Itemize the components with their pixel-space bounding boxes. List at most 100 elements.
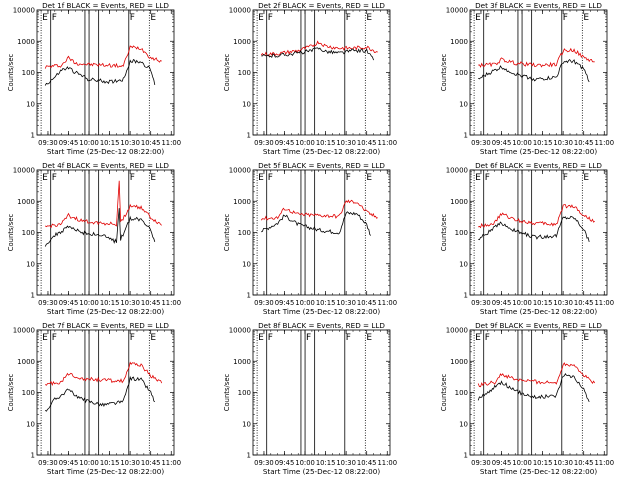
x-tick-label: 09:45 — [492, 459, 512, 467]
time-marker-label: E — [366, 333, 372, 343]
y-tick-label: 10 — [242, 260, 251, 268]
x-axis-label: Start Time (25-Dec-12 08:22:00) — [480, 307, 597, 316]
events-series-line — [477, 373, 590, 403]
y-tick-label: 10 — [26, 420, 35, 428]
y-tick-label: 1000 — [450, 38, 468, 46]
x-tick-label: 09:30 — [254, 459, 274, 467]
x-tick-label: 11:00 — [377, 459, 397, 467]
y-tick-label: 1000 — [450, 358, 468, 366]
y-tick-label: 100 — [22, 69, 35, 77]
x-tick-label: 10:15 — [533, 299, 553, 307]
time-marker-label: F — [52, 173, 57, 183]
lld-series-line — [260, 199, 378, 221]
y-tick-label: 100 — [455, 69, 468, 77]
time-marker-label: F — [563, 173, 568, 183]
x-tick-label: 10:00 — [295, 139, 315, 147]
y-tick-label: 10 — [459, 260, 468, 268]
y-axis-label: Counts/sec — [223, 214, 231, 252]
x-tick-label: 10:00 — [79, 299, 99, 307]
x-tick-label: 10:30 — [336, 299, 356, 307]
y-tick-label: 1 — [247, 132, 251, 140]
panel-det-9: Det 9f BLACK = Events, RED = LLD 1 10 100 10… — [440, 321, 614, 476]
y-axis-label: Counts/sec — [440, 214, 448, 252]
x-tick-label: 10:00 — [295, 459, 315, 467]
x-tick-label: 11:00 — [594, 299, 614, 307]
panel-title: Det 4f BLACK = Events, RED = LLD — [42, 161, 169, 170]
time-marker-label: E — [42, 13, 48, 23]
y-tick-label: 1 — [464, 292, 468, 300]
x-tick-label: 10:45 — [574, 139, 594, 147]
y-axis-label: Counts/sec — [223, 54, 231, 92]
x-tick-label: 10:15 — [100, 299, 120, 307]
y-tick-label: 1 — [247, 452, 251, 460]
lld-series-line — [477, 362, 596, 388]
panel-title: Det 2f BLACK = Events, RED = LLD — [258, 1, 385, 10]
panel-title: Det 6f BLACK = Events, RED = LLD — [475, 161, 602, 170]
y-axis-label: Counts/sec — [440, 374, 448, 412]
x-tick-label: 10:45 — [357, 139, 377, 147]
y-tick-label: 10000 — [13, 7, 35, 15]
y-tick-label: 100 — [238, 229, 251, 237]
time-marker-label: F — [485, 333, 490, 343]
y-tick-label: 1 — [464, 132, 468, 140]
lld-series-line — [478, 204, 595, 229]
x-tick-label: 10:00 — [512, 459, 532, 467]
y-tick-label: 10000 — [446, 327, 468, 335]
x-tick-label: 11:00 — [161, 139, 181, 147]
x-tick-label: 09:45 — [275, 299, 295, 307]
time-marker-label: E — [150, 173, 156, 183]
x-tick-label: 10:15 — [316, 459, 336, 467]
panel-title: Det 3f BLACK = Events, RED = LLD — [475, 1, 602, 10]
x-axis-label: Start Time (25-Dec-12 08:22:00) — [263, 467, 380, 476]
time-marker-label: F — [485, 13, 490, 23]
x-tick-label: 11:00 — [377, 299, 397, 307]
y-tick-label: 1000 — [17, 38, 35, 46]
x-tick-label: 10:15 — [533, 459, 553, 467]
x-tick-label: 09:30 — [38, 459, 58, 467]
time-marker-label: F — [346, 173, 351, 183]
x-tick-label: 10:45 — [574, 459, 594, 467]
x-axis-label: Start Time (25-Dec-12 08:22:00) — [47, 147, 164, 156]
x-tick-label: 11:00 — [594, 139, 614, 147]
y-tick-label: 10 — [242, 100, 251, 108]
panel-title: Det 7f BLACK = Events, RED = LLD — [42, 321, 169, 330]
time-marker-label: E — [150, 13, 156, 23]
x-tick-label: 10:45 — [141, 299, 161, 307]
panel-det-1: Det 1f BLACK = Events, RED = LLD 1 10 100 10… — [7, 1, 181, 156]
x-axis-label: Start Time (25-Dec-12 08:22:00) — [263, 307, 380, 316]
y-axis-label: Counts/sec — [223, 374, 231, 412]
x-tick-label: 09:45 — [492, 139, 512, 147]
time-marker-label: F — [268, 13, 273, 23]
y-tick-label: 1 — [464, 452, 468, 460]
time-marker-label: F — [130, 333, 135, 343]
x-tick-label: 09:30 — [471, 299, 491, 307]
x-axis-label: Start Time (25-Dec-12 08:22:00) — [480, 467, 597, 476]
x-tick-label: 10:00 — [79, 459, 99, 467]
time-marker-label: F — [52, 333, 57, 343]
x-tick-label: 10:30 — [553, 459, 573, 467]
y-tick-label: 100 — [238, 69, 251, 77]
y-tick-label: 100 — [22, 229, 35, 237]
y-tick-label: 10000 — [13, 167, 35, 175]
x-tick-label: 09:30 — [254, 299, 274, 307]
time-marker-label: E — [583, 13, 589, 23]
x-tick-label: 10:30 — [120, 299, 140, 307]
time-marker-label: E — [42, 333, 48, 343]
x-tick-label: 09:45 — [59, 459, 79, 467]
x-tick-label: 09:30 — [471, 459, 491, 467]
y-tick-label: 10 — [26, 100, 35, 108]
time-marker-label: E — [42, 173, 48, 183]
y-tick-label: 1 — [31, 132, 35, 140]
y-axis-label: Counts/sec — [440, 54, 448, 92]
x-axis-label: Start Time (25-Dec-12 08:22:00) — [47, 467, 164, 476]
x-tick-label: 09:45 — [59, 299, 79, 307]
y-tick-label: 1 — [31, 292, 35, 300]
x-tick-label: 10:30 — [553, 139, 573, 147]
x-tick-label: 11:00 — [161, 459, 181, 467]
lld-series-line — [44, 45, 162, 69]
y-tick-label: 1000 — [450, 198, 468, 206]
time-marker-label: F — [130, 173, 135, 183]
y-tick-label: 10 — [26, 260, 35, 268]
